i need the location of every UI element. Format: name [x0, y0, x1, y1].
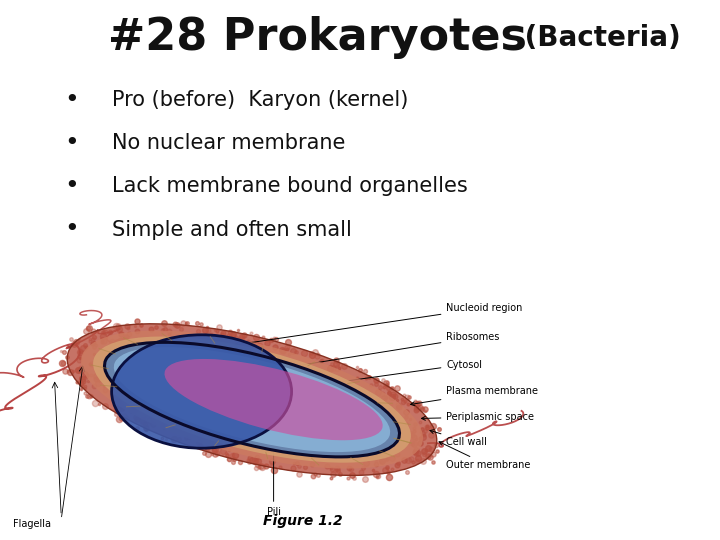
Text: Ribosomes: Ribosomes [292, 333, 500, 368]
Ellipse shape [112, 335, 292, 448]
Text: •: • [65, 174, 79, 198]
Ellipse shape [164, 359, 383, 440]
Text: Lack membrane bound organelles: Lack membrane bound organelles [112, 176, 467, 197]
Text: #28 Prokaryotes: #28 Prokaryotes [108, 16, 527, 59]
Ellipse shape [93, 336, 411, 463]
Text: •: • [65, 88, 79, 112]
Text: No nuclear membrane: No nuclear membrane [112, 133, 345, 153]
Text: Periplasmic space: Periplasmic space [421, 412, 534, 422]
Text: (Bacteria): (Bacteria) [515, 24, 680, 52]
Text: Cell wall: Cell wall [430, 430, 487, 447]
Text: Outer membrane: Outer membrane [439, 442, 531, 470]
Text: Nucleoid region: Nucleoid region [234, 303, 523, 346]
Text: Flagella: Flagella [14, 519, 51, 529]
Ellipse shape [67, 324, 437, 475]
Text: Cytosol: Cytosol [313, 360, 482, 387]
Text: Pili: Pili [266, 448, 281, 517]
Text: Plasma membrane: Plasma membrane [410, 387, 539, 406]
Text: •: • [65, 218, 79, 241]
Ellipse shape [81, 330, 423, 469]
Ellipse shape [104, 342, 400, 457]
Text: Simple and often small: Simple and often small [112, 219, 351, 240]
Text: Figure 1.2: Figure 1.2 [263, 514, 342, 528]
Text: •: • [65, 131, 79, 155]
Ellipse shape [114, 347, 390, 452]
Text: Pro (before)  Karyon (kernel): Pro (before) Karyon (kernel) [112, 90, 408, 110]
